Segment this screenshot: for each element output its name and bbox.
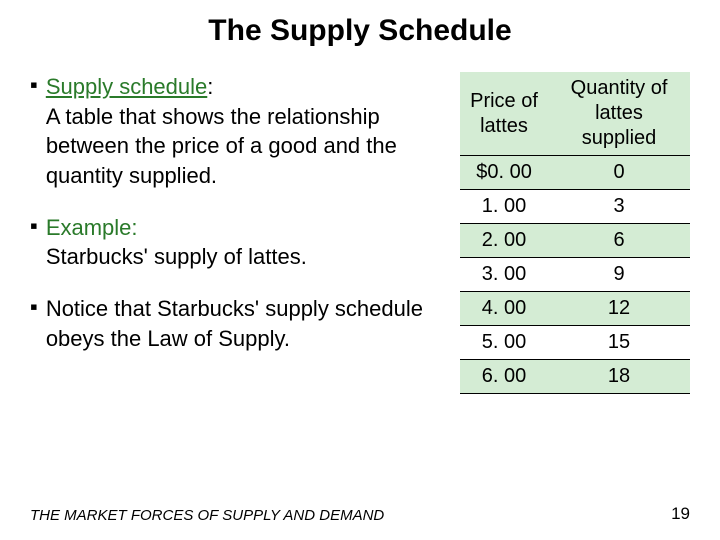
cell-qty: 12 (548, 292, 690, 326)
table-row: 1. 003 (460, 190, 690, 224)
bullet-square-icon: ▪ (30, 72, 38, 191)
table-header-price: Price of lattes (460, 72, 548, 156)
bullet-item: ▪Supply schedule:A table that shows the … (30, 72, 440, 191)
bullet-item: ▪Notice that Starbucks' supply schedule … (30, 294, 440, 353)
table-body: $0. 0001. 0032. 0063. 0094. 00125. 00156… (460, 156, 690, 394)
page-number: 19 (671, 504, 690, 524)
table-row: 5. 0015 (460, 326, 690, 360)
content-row: ▪Supply schedule:A table that shows the … (30, 72, 690, 394)
table-row: 4. 0012 (460, 292, 690, 326)
bullet-square-icon: ▪ (30, 213, 38, 272)
cell-price: 1. 00 (460, 190, 548, 224)
bullet-list: ▪Supply schedule:A table that shows the … (30, 72, 444, 394)
cell-qty: 0 (548, 156, 690, 190)
slide: The Supply Schedule ▪Supply schedule:A t… (0, 0, 720, 540)
supply-table: Price of lattes Quantity of lattes suppl… (460, 72, 690, 394)
cell-qty: 9 (548, 258, 690, 292)
bullet-item: ▪Example:Starbucks' supply of lattes. (30, 213, 440, 272)
cell-qty: 18 (548, 360, 690, 394)
table-row: $0. 000 (460, 156, 690, 190)
cell-qty: 6 (548, 224, 690, 258)
table-row: 6. 0018 (460, 360, 690, 394)
table-row: 2. 006 (460, 224, 690, 258)
slide-title: The Supply Schedule (30, 14, 690, 48)
bullet-text: Notice that Starbucks' supply schedule o… (46, 294, 440, 353)
bullet-lead: Supply schedule (46, 74, 207, 99)
table-row: 3. 009 (460, 258, 690, 292)
bullet-lead: Example: (46, 215, 138, 240)
cell-price: 3. 00 (460, 258, 548, 292)
bullet-text: Supply schedule:A table that shows the r… (46, 72, 440, 191)
bullet-text: Example:Starbucks' supply of lattes. (46, 213, 307, 272)
cell-qty: 3 (548, 190, 690, 224)
cell-price: 5. 00 (460, 326, 548, 360)
supply-table-container: Price of lattes Quantity of lattes suppl… (460, 72, 690, 394)
cell-price: 6. 00 (460, 360, 548, 394)
cell-price: 2. 00 (460, 224, 548, 258)
cell-price: $0. 00 (460, 156, 548, 190)
cell-price: 4. 00 (460, 292, 548, 326)
table-header-qty: Quantity of lattes supplied (548, 72, 690, 156)
footer-text: THE MARKET FORCES OF SUPPLY AND DEMAND (30, 507, 384, 524)
bullet-square-icon: ▪ (30, 294, 38, 353)
cell-qty: 15 (548, 326, 690, 360)
